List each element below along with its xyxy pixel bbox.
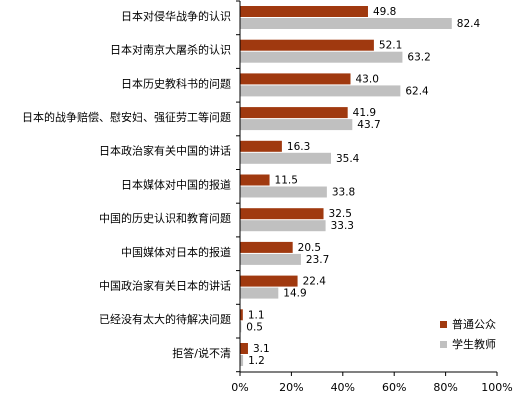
value-label: 63.2	[407, 52, 430, 64]
bar-public	[240, 275, 298, 287]
bar-public	[240, 343, 248, 354]
x-tick-label: 60%	[382, 381, 406, 394]
x-tick-label: 80%	[433, 381, 457, 394]
value-label: 41.9	[353, 107, 376, 119]
value-label: 1.2	[248, 355, 265, 367]
category-label: 拒答/说不清	[172, 346, 231, 360]
legend-label: 学生教师	[452, 337, 496, 351]
category-labels: 日本对侵华战争的认识日本对南京大屠杀的认识日本历史教科书的问题日本的战争赔偿、慰…	[22, 9, 231, 360]
value-label: 32.5	[329, 208, 352, 220]
value-label: 0.5	[246, 321, 263, 333]
value-label: 3.1	[253, 343, 270, 355]
category-label: 日本政治家有关中国的讲话	[99, 144, 231, 158]
bar-students-teachers	[240, 18, 452, 29]
bar-students-teachers	[240, 152, 331, 164]
x-tick-label: 20%	[279, 381, 303, 394]
x-tick-label: 0%	[231, 381, 248, 394]
value-label: 52.1	[379, 40, 402, 52]
bar-students-teachers	[240, 253, 301, 265]
bar-public	[240, 6, 368, 17]
bar-public	[240, 309, 243, 321]
value-label: 33.3	[331, 220, 354, 232]
legend-swatch	[440, 341, 447, 348]
category-label: 已经没有太大的待解决问题	[99, 312, 231, 326]
value-label: 14.9	[283, 288, 306, 300]
value-label: 82.4	[457, 18, 481, 30]
bar-public	[240, 208, 324, 220]
category-label: 日本对南京大屠杀的认识	[110, 43, 231, 57]
category-label: 日本对侵华战争的认识	[121, 9, 231, 23]
x-tick-label: 100%	[481, 381, 512, 394]
value-label: 43.7	[357, 119, 380, 131]
bar-public	[240, 140, 282, 152]
bars	[240, 6, 452, 366]
bar-students-teachers	[240, 321, 242, 333]
legend-swatch	[440, 321, 447, 328]
bar-public	[240, 174, 270, 186]
legend-label: 普通公众	[452, 317, 496, 331]
value-label: 22.4	[303, 276, 327, 288]
bar-students-teachers	[240, 287, 279, 299]
bar-public	[240, 241, 293, 253]
value-label: 33.8	[332, 187, 355, 199]
value-label: 16.3	[287, 141, 310, 153]
x-tick-label: 40%	[331, 381, 355, 394]
value-label: 49.8	[373, 6, 396, 18]
bar-public	[240, 73, 351, 85]
value-label: 11.5	[275, 175, 298, 187]
bar-students-teachers	[240, 85, 401, 97]
bar-students-teachers	[240, 119, 353, 131]
category-label: 中国政治家有关日本的讲话	[99, 278, 231, 292]
value-labels: 49.8 82.4 52.1 63.2 43.0 62.4 41.943.7 16.3 35.4…	[246, 6, 480, 367]
category-label: 日本历史教科书的问题	[121, 76, 231, 90]
bar-public	[240, 107, 348, 119]
value-label: 43.0	[356, 73, 379, 85]
bar-students-teachers	[240, 186, 327, 198]
bar-public	[240, 39, 374, 51]
value-label: 35.4	[336, 153, 360, 165]
bar-students-teachers	[240, 51, 403, 63]
value-label: 62.4	[405, 85, 429, 97]
bar-students-teachers	[240, 220, 326, 232]
category-label: 中国的历史认识和教育问题	[99, 211, 231, 225]
x-axis-ticks: 0% 20% 40% 60% 80% 100%	[231, 0, 513, 394]
category-label: 中国媒体对日本的报道	[121, 245, 231, 259]
category-label: 日本媒体对中国的报道	[121, 177, 231, 191]
value-label: 1.1	[248, 309, 265, 321]
bar-students-teachers	[240, 355, 244, 366]
value-label: 20.5	[298, 242, 321, 254]
value-label: 23.7	[306, 254, 329, 266]
category-label: 日本的战争赔偿、慰安妇、强征劳工等问题	[22, 110, 231, 124]
